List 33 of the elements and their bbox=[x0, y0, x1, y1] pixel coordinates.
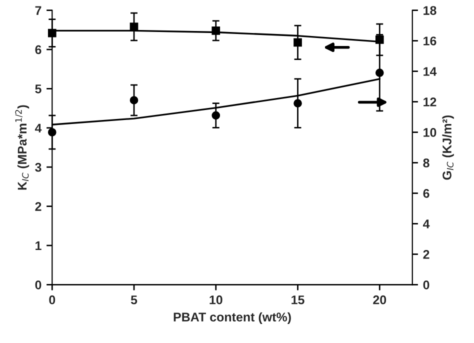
y-tick-label: 3 bbox=[35, 162, 42, 172]
y2-tick-label: 16 bbox=[424, 36, 436, 46]
x-tick-label: 20 bbox=[373, 295, 386, 304]
y2-tick-label: 0 bbox=[423, 280, 430, 290]
y2-tick-label: 14 bbox=[424, 67, 437, 76]
y-tick-label: 7 bbox=[35, 6, 42, 15]
point bbox=[294, 38, 302, 47]
y2-tick-label: 10 bbox=[424, 128, 436, 137]
point bbox=[130, 96, 138, 104]
x-axis-title: PBAT content (wt%) bbox=[174, 312, 291, 324]
y2-tick-label: 4 bbox=[422, 220, 430, 228]
y2-tick-label: 6 bbox=[423, 189, 430, 198]
y-axis-title: K$_{IC}$ (MPa*m$^{1/2}$) bbox=[15, 105, 30, 190]
y-tick-label: 5 bbox=[35, 84, 42, 94]
x-tick-label: 15 bbox=[292, 296, 304, 304]
y-tick-label: 1 bbox=[36, 241, 42, 250]
y2-axis-title: G$_{IC}$ (KJ/m²) bbox=[442, 115, 454, 180]
point bbox=[375, 68, 384, 77]
y-tick-label: 0 bbox=[35, 280, 42, 290]
y2-tick-label: 18 bbox=[424, 6, 436, 15]
y2-tick-label: 2 bbox=[423, 250, 430, 259]
point bbox=[212, 111, 220, 120]
x-tick-label: 10 bbox=[210, 295, 222, 304]
point bbox=[212, 26, 220, 35]
point bbox=[294, 99, 302, 108]
point bbox=[130, 22, 138, 31]
x-tick-label: 5 bbox=[130, 296, 138, 304]
y-tick-label: 2 bbox=[35, 202, 42, 211]
y-tick-label: 4 bbox=[34, 124, 42, 132]
y-tick-label: 6 bbox=[35, 45, 42, 54]
y2-tick-label: 8 bbox=[423, 158, 430, 168]
x-tick-label: 0 bbox=[49, 295, 56, 304]
y2-tick-label: 12 bbox=[424, 98, 436, 106]
